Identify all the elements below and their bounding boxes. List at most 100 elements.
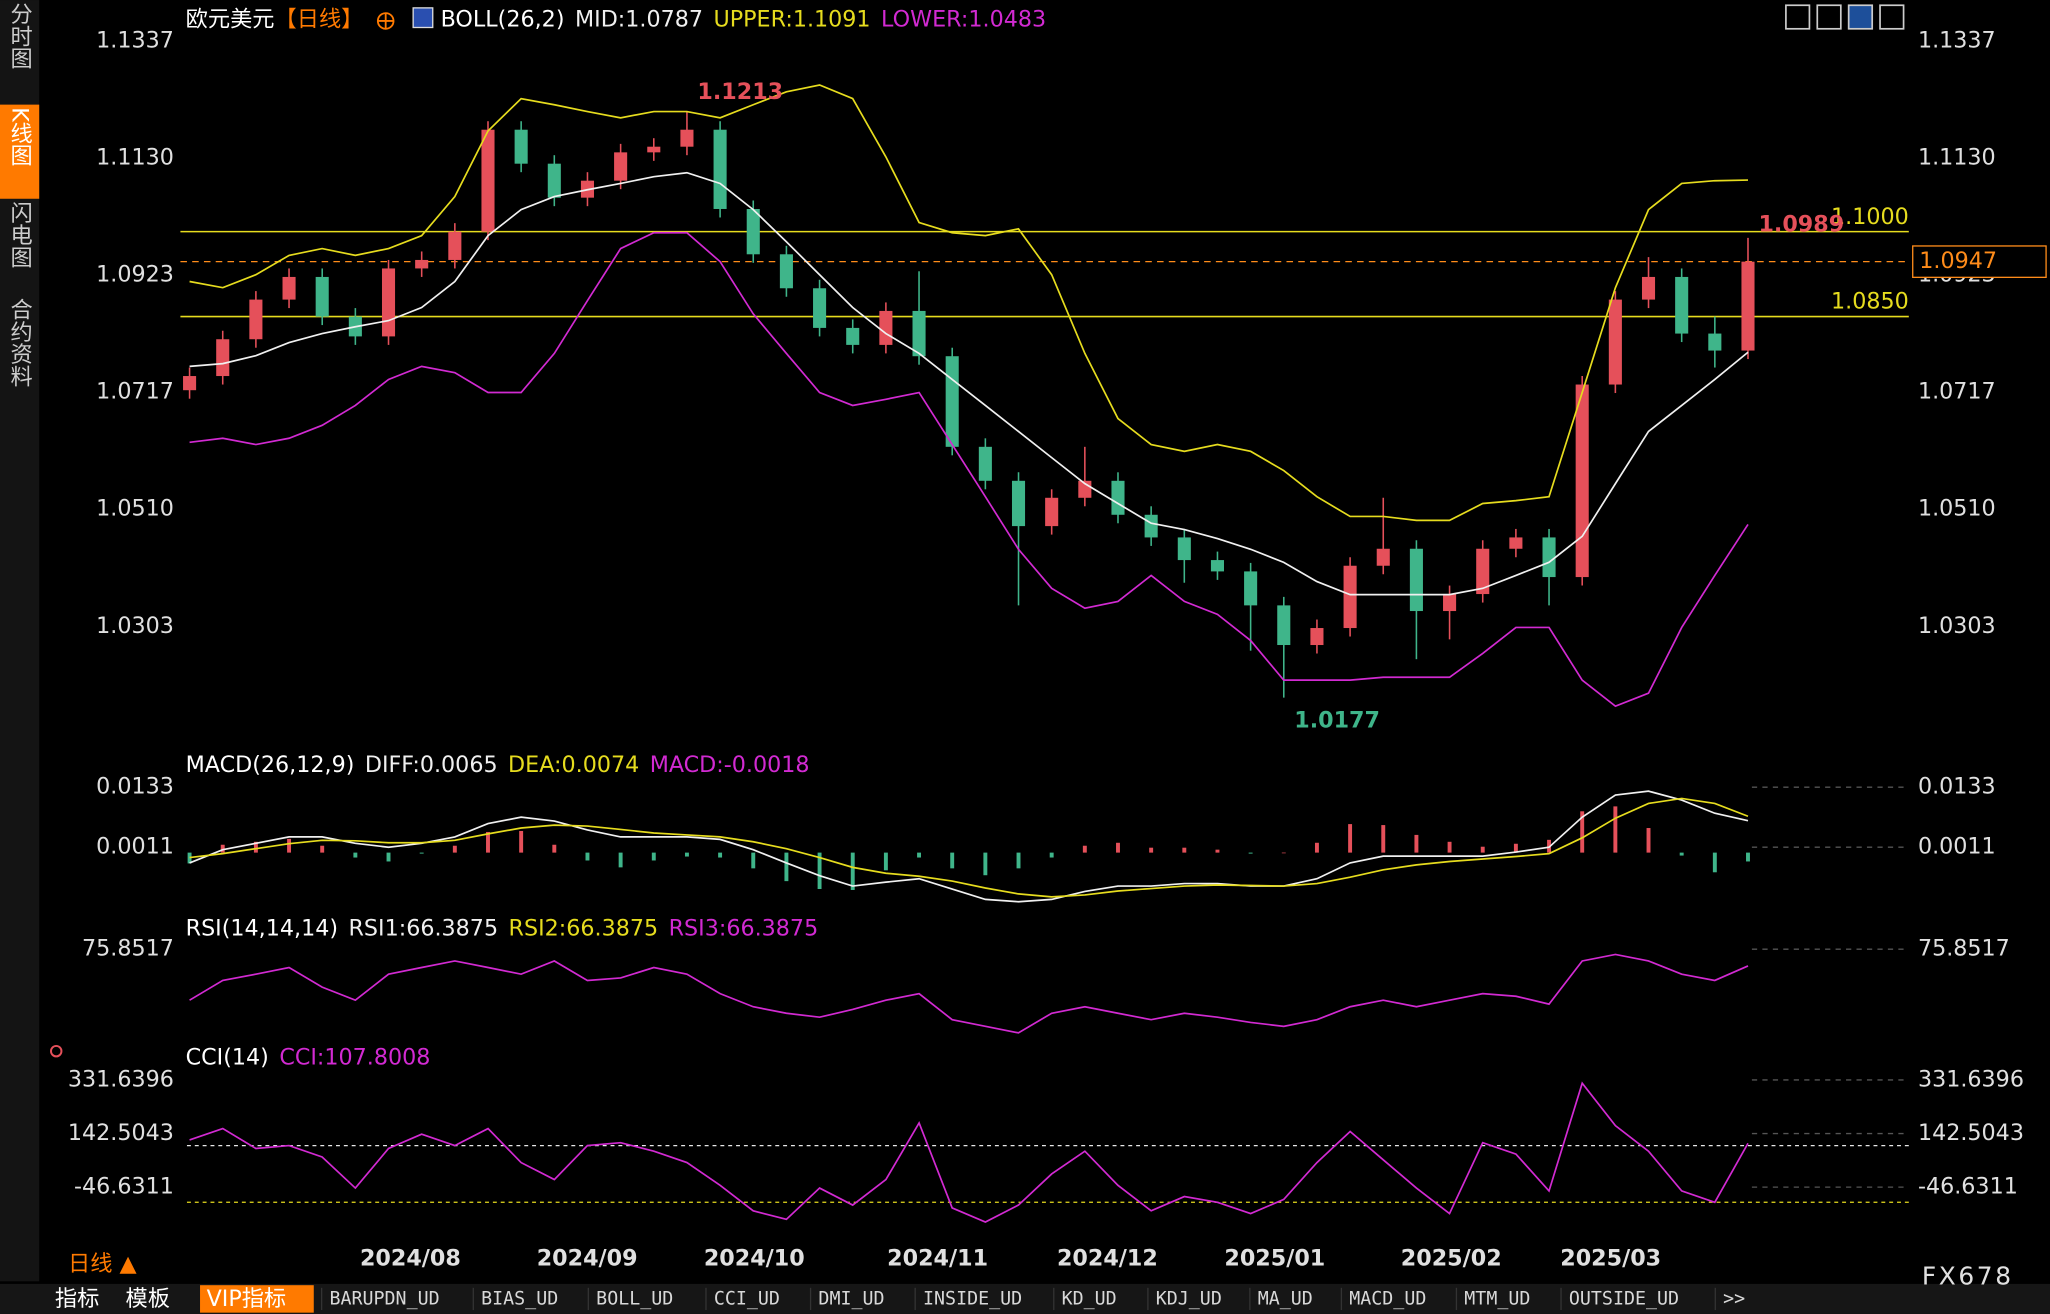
high-label: 1.1213: [697, 79, 783, 105]
tab[interactable]: MTM_UD: [1464, 1289, 1530, 1310]
tab-active: [200, 1285, 314, 1313]
macd-bar: [1712, 852, 1717, 873]
candle-body: [978, 446, 992, 481]
macd-bar: [1679, 852, 1684, 856]
boll-icon: [412, 7, 434, 29]
cci-marker: [50, 1044, 63, 1058]
candle-body: [1244, 571, 1258, 606]
y-tick-label-right: 75.8517: [1918, 936, 2010, 962]
macd-bar: [1613, 806, 1618, 853]
y-tick-label: 1.1337: [96, 27, 174, 53]
macd-bar: [486, 831, 490, 853]
tab[interactable]: MACD_UD: [1349, 1289, 1426, 1310]
macd-bar: [1248, 852, 1253, 854]
icon-layout[interactable]: [1785, 4, 1811, 30]
add-icon[interactable]: [376, 12, 395, 30]
macd-bar: [552, 844, 557, 853]
y-tick-label-right: 331.6396: [1918, 1066, 2024, 1092]
macd-bar: [452, 845, 457, 853]
macd-bar: [287, 838, 292, 853]
legend-entry: UPPER:1.1091: [713, 6, 870, 32]
chart-header: RSI(14,14,14) RSI1:66.3875 RSI2:66.3875 RSI…: [186, 915, 819, 941]
macd-bar: [817, 852, 822, 890]
candle-body: [647, 146, 661, 153]
candle-body: [713, 129, 727, 209]
tab[interactable]: BOLL_UD: [596, 1289, 673, 1310]
legend-entry: RSI3:66.3875: [669, 915, 819, 941]
tab[interactable]: BIAS_UD: [481, 1289, 558, 1310]
macd-bar: [983, 852, 988, 876]
tab[interactable]: KD_UD: [1062, 1289, 1117, 1310]
tab[interactable]: BARUPDN_UD: [329, 1289, 439, 1310]
chart-title: RSI(14,14,14): [186, 915, 338, 941]
candle-body: [1277, 605, 1291, 646]
y-tick-label-right: 1.1337: [1918, 27, 1996, 53]
candle-body: [183, 376, 197, 391]
macd-bar: [419, 852, 424, 854]
icon-draw[interactable]: [1847, 4, 1874, 30]
chart-title: MACD(26,12,9): [186, 751, 355, 777]
macd-bar: [320, 845, 325, 853]
sidebar-item[interactable]: 闪电图: [7, 201, 33, 268]
candle-body: [779, 254, 793, 289]
legend-entry: RSI1:66.3875: [348, 915, 498, 941]
macd-bar: [353, 852, 358, 858]
candle-body: [879, 310, 893, 345]
icon-settings[interactable]: [1879, 4, 1905, 30]
macd-bar: [1381, 825, 1386, 853]
last-price-box: [1912, 245, 2047, 278]
candle-body: [1575, 384, 1589, 578]
sidebar-item[interactable]: 分时图: [7, 2, 33, 69]
candle-body: [1641, 276, 1656, 300]
macd-bar: [1182, 847, 1187, 853]
candle-body: [514, 129, 528, 164]
candle-body: [846, 327, 860, 345]
tab[interactable]: CCI_UD: [714, 1289, 780, 1310]
y-tick-label: 0.0011: [96, 834, 174, 860]
tab[interactable]: 指标: [55, 1286, 99, 1312]
y-tick-label: 1.0510: [96, 496, 174, 522]
y-tick-label: -46.6311: [74, 1174, 174, 1200]
sidebar-item[interactable]: 合约资料: [7, 298, 33, 388]
last-price: 1.0947: [1919, 248, 1997, 274]
legend-entry: LOWER:1.0483: [881, 6, 1046, 32]
x-tick-label: 2025/03: [1560, 1246, 1661, 1272]
tab[interactable]: KDJ_UD: [1156, 1289, 1222, 1310]
macd-bar: [1580, 811, 1585, 853]
footer-period[interactable]: 日线 ▲: [68, 1251, 138, 1277]
candle-body: [746, 208, 760, 255]
chart-header: 欧元美元【日线】 BOLL(26,2) MID:1.0787 UPPER:1.1091…: [186, 6, 1046, 32]
candle-body: [1708, 333, 1722, 351]
candle-body: [1675, 276, 1689, 334]
macd-bar: [751, 852, 756, 869]
toolbar-icons[interactable]: [1785, 4, 1905, 30]
tab[interactable]: DMI_UD: [818, 1289, 884, 1310]
tab[interactable]: VIP指标: [207, 1286, 287, 1312]
y-tick-label: 1.0717: [96, 378, 174, 404]
macd-bar: [618, 852, 623, 868]
indicator: BOLL(26,2): [441, 6, 565, 32]
tab[interactable]: INSIDE_UD: [923, 1289, 1022, 1310]
candle-body: [481, 129, 495, 232]
sidebar-item[interactable]: K线图: [7, 107, 33, 166]
candle-body: [1343, 565, 1357, 629]
candle-body: [282, 276, 296, 300]
y-tick-label-right: -46.6311: [1918, 1174, 2018, 1200]
chart-header: CCI(14) CCI:107.8008: [186, 1044, 431, 1070]
tab[interactable]: OUTSIDE_UD: [1569, 1289, 1679, 1310]
tab[interactable]: MA_UD: [1258, 1289, 1313, 1310]
candle-body: [381, 268, 396, 337]
boll-line: [189, 84, 1749, 522]
icon-indicator[interactable]: [1816, 4, 1842, 30]
macd-line: [189, 797, 1749, 898]
y-tick-label: 1.1130: [96, 145, 174, 171]
tab[interactable]: >>: [1723, 1289, 1745, 1310]
tab[interactable]: 模板: [126, 1286, 170, 1312]
candle-body: [1443, 594, 1457, 612]
y-tick-label-right: 0.0011: [1918, 834, 1996, 860]
sidebar-active: [0, 104, 40, 199]
legend-entry: CCI:107.8008: [279, 1044, 430, 1070]
candle-body: [1608, 299, 1622, 385]
y-tick-label-right: 1.1130: [1918, 145, 1996, 171]
